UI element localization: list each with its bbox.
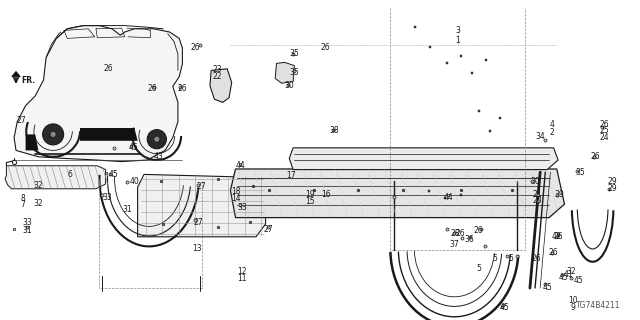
Text: 26: 26 (531, 254, 541, 263)
Text: 24: 24 (599, 133, 609, 142)
Text: 42: 42 (552, 232, 562, 241)
Text: 45: 45 (109, 170, 119, 179)
Text: 29: 29 (607, 177, 617, 186)
Text: 44: 44 (443, 193, 453, 202)
Text: 8: 8 (20, 194, 25, 203)
Circle shape (50, 132, 56, 137)
Polygon shape (275, 62, 294, 83)
Polygon shape (289, 148, 558, 170)
Text: 27: 27 (264, 225, 274, 234)
Text: 39: 39 (554, 190, 564, 199)
Text: 2: 2 (549, 128, 554, 137)
Text: 31: 31 (122, 205, 132, 214)
Text: 26: 26 (320, 43, 330, 52)
Text: 26: 26 (147, 84, 157, 93)
Text: 21: 21 (533, 190, 542, 199)
Text: 36: 36 (464, 235, 474, 244)
Text: 17: 17 (286, 171, 296, 180)
Text: TG74B4211: TG74B4211 (576, 301, 621, 310)
Text: 33: 33 (102, 193, 113, 202)
Text: 5: 5 (508, 254, 513, 263)
Text: 27: 27 (16, 116, 26, 125)
Text: 31: 31 (22, 226, 32, 235)
Text: 13: 13 (192, 244, 202, 252)
Polygon shape (138, 174, 266, 237)
Text: 26: 26 (190, 43, 200, 52)
Text: 25: 25 (599, 126, 609, 135)
Text: 45: 45 (499, 303, 509, 312)
Text: 22: 22 (213, 72, 222, 81)
Text: 45: 45 (543, 283, 553, 292)
Polygon shape (230, 169, 564, 218)
Text: 26: 26 (599, 120, 609, 129)
Text: 29: 29 (607, 184, 617, 193)
Polygon shape (5, 166, 106, 189)
Text: FR.: FR. (21, 76, 35, 85)
Text: 26: 26 (474, 226, 484, 235)
Circle shape (43, 124, 63, 145)
Text: 19: 19 (305, 190, 316, 199)
Polygon shape (210, 69, 232, 102)
Polygon shape (14, 26, 182, 162)
Text: 5: 5 (492, 254, 497, 263)
Text: 32: 32 (33, 181, 44, 190)
Text: 45: 45 (558, 273, 568, 282)
Text: 10: 10 (568, 296, 578, 305)
Text: 45: 45 (128, 143, 138, 152)
Text: 30: 30 (284, 81, 294, 90)
Text: 28: 28 (451, 229, 460, 238)
Text: 1: 1 (455, 36, 460, 44)
Text: 35: 35 (575, 168, 585, 177)
Text: 26: 26 (104, 64, 114, 73)
Text: 11: 11 (237, 274, 246, 283)
Text: 26: 26 (456, 229, 466, 238)
Circle shape (147, 130, 166, 149)
Text: 3: 3 (455, 26, 460, 35)
Text: 20: 20 (532, 196, 543, 205)
Text: 14: 14 (230, 194, 241, 203)
Text: 16: 16 (321, 190, 332, 199)
Text: 26: 26 (177, 84, 188, 93)
Text: 34: 34 (535, 132, 545, 140)
Polygon shape (80, 128, 138, 141)
Text: 6: 6 (68, 170, 73, 179)
Text: 7: 7 (20, 200, 25, 209)
Text: 45: 45 (573, 276, 584, 285)
Circle shape (154, 136, 160, 142)
Text: 23: 23 (212, 65, 223, 74)
Text: 32: 32 (33, 199, 44, 208)
Polygon shape (26, 134, 38, 150)
Text: 26: 26 (590, 152, 600, 161)
Text: 18: 18 (231, 187, 240, 196)
Text: 43: 43 (154, 152, 164, 161)
Text: 12: 12 (237, 267, 246, 276)
Text: 27: 27 (193, 218, 204, 227)
Text: 5: 5 (476, 264, 481, 273)
Text: 35: 35 (289, 49, 300, 58)
Text: 15: 15 (305, 197, 316, 206)
Text: 41: 41 (563, 270, 573, 279)
Text: 26: 26 (553, 232, 563, 241)
Text: 9: 9 (570, 303, 575, 312)
Text: 27: 27 (196, 182, 207, 191)
Text: 44: 44 (235, 161, 245, 170)
Text: 40: 40 (129, 177, 140, 186)
Text: 33: 33 (237, 203, 247, 212)
Polygon shape (11, 71, 21, 77)
Text: 4: 4 (549, 120, 554, 129)
Text: 38: 38 (329, 126, 339, 135)
Text: 33: 33 (22, 218, 32, 227)
Text: 35: 35 (289, 68, 300, 77)
Text: 26: 26 (548, 248, 558, 257)
Text: 30: 30 (530, 177, 540, 186)
Text: 37: 37 (449, 240, 460, 249)
Text: 32: 32 (566, 267, 576, 276)
